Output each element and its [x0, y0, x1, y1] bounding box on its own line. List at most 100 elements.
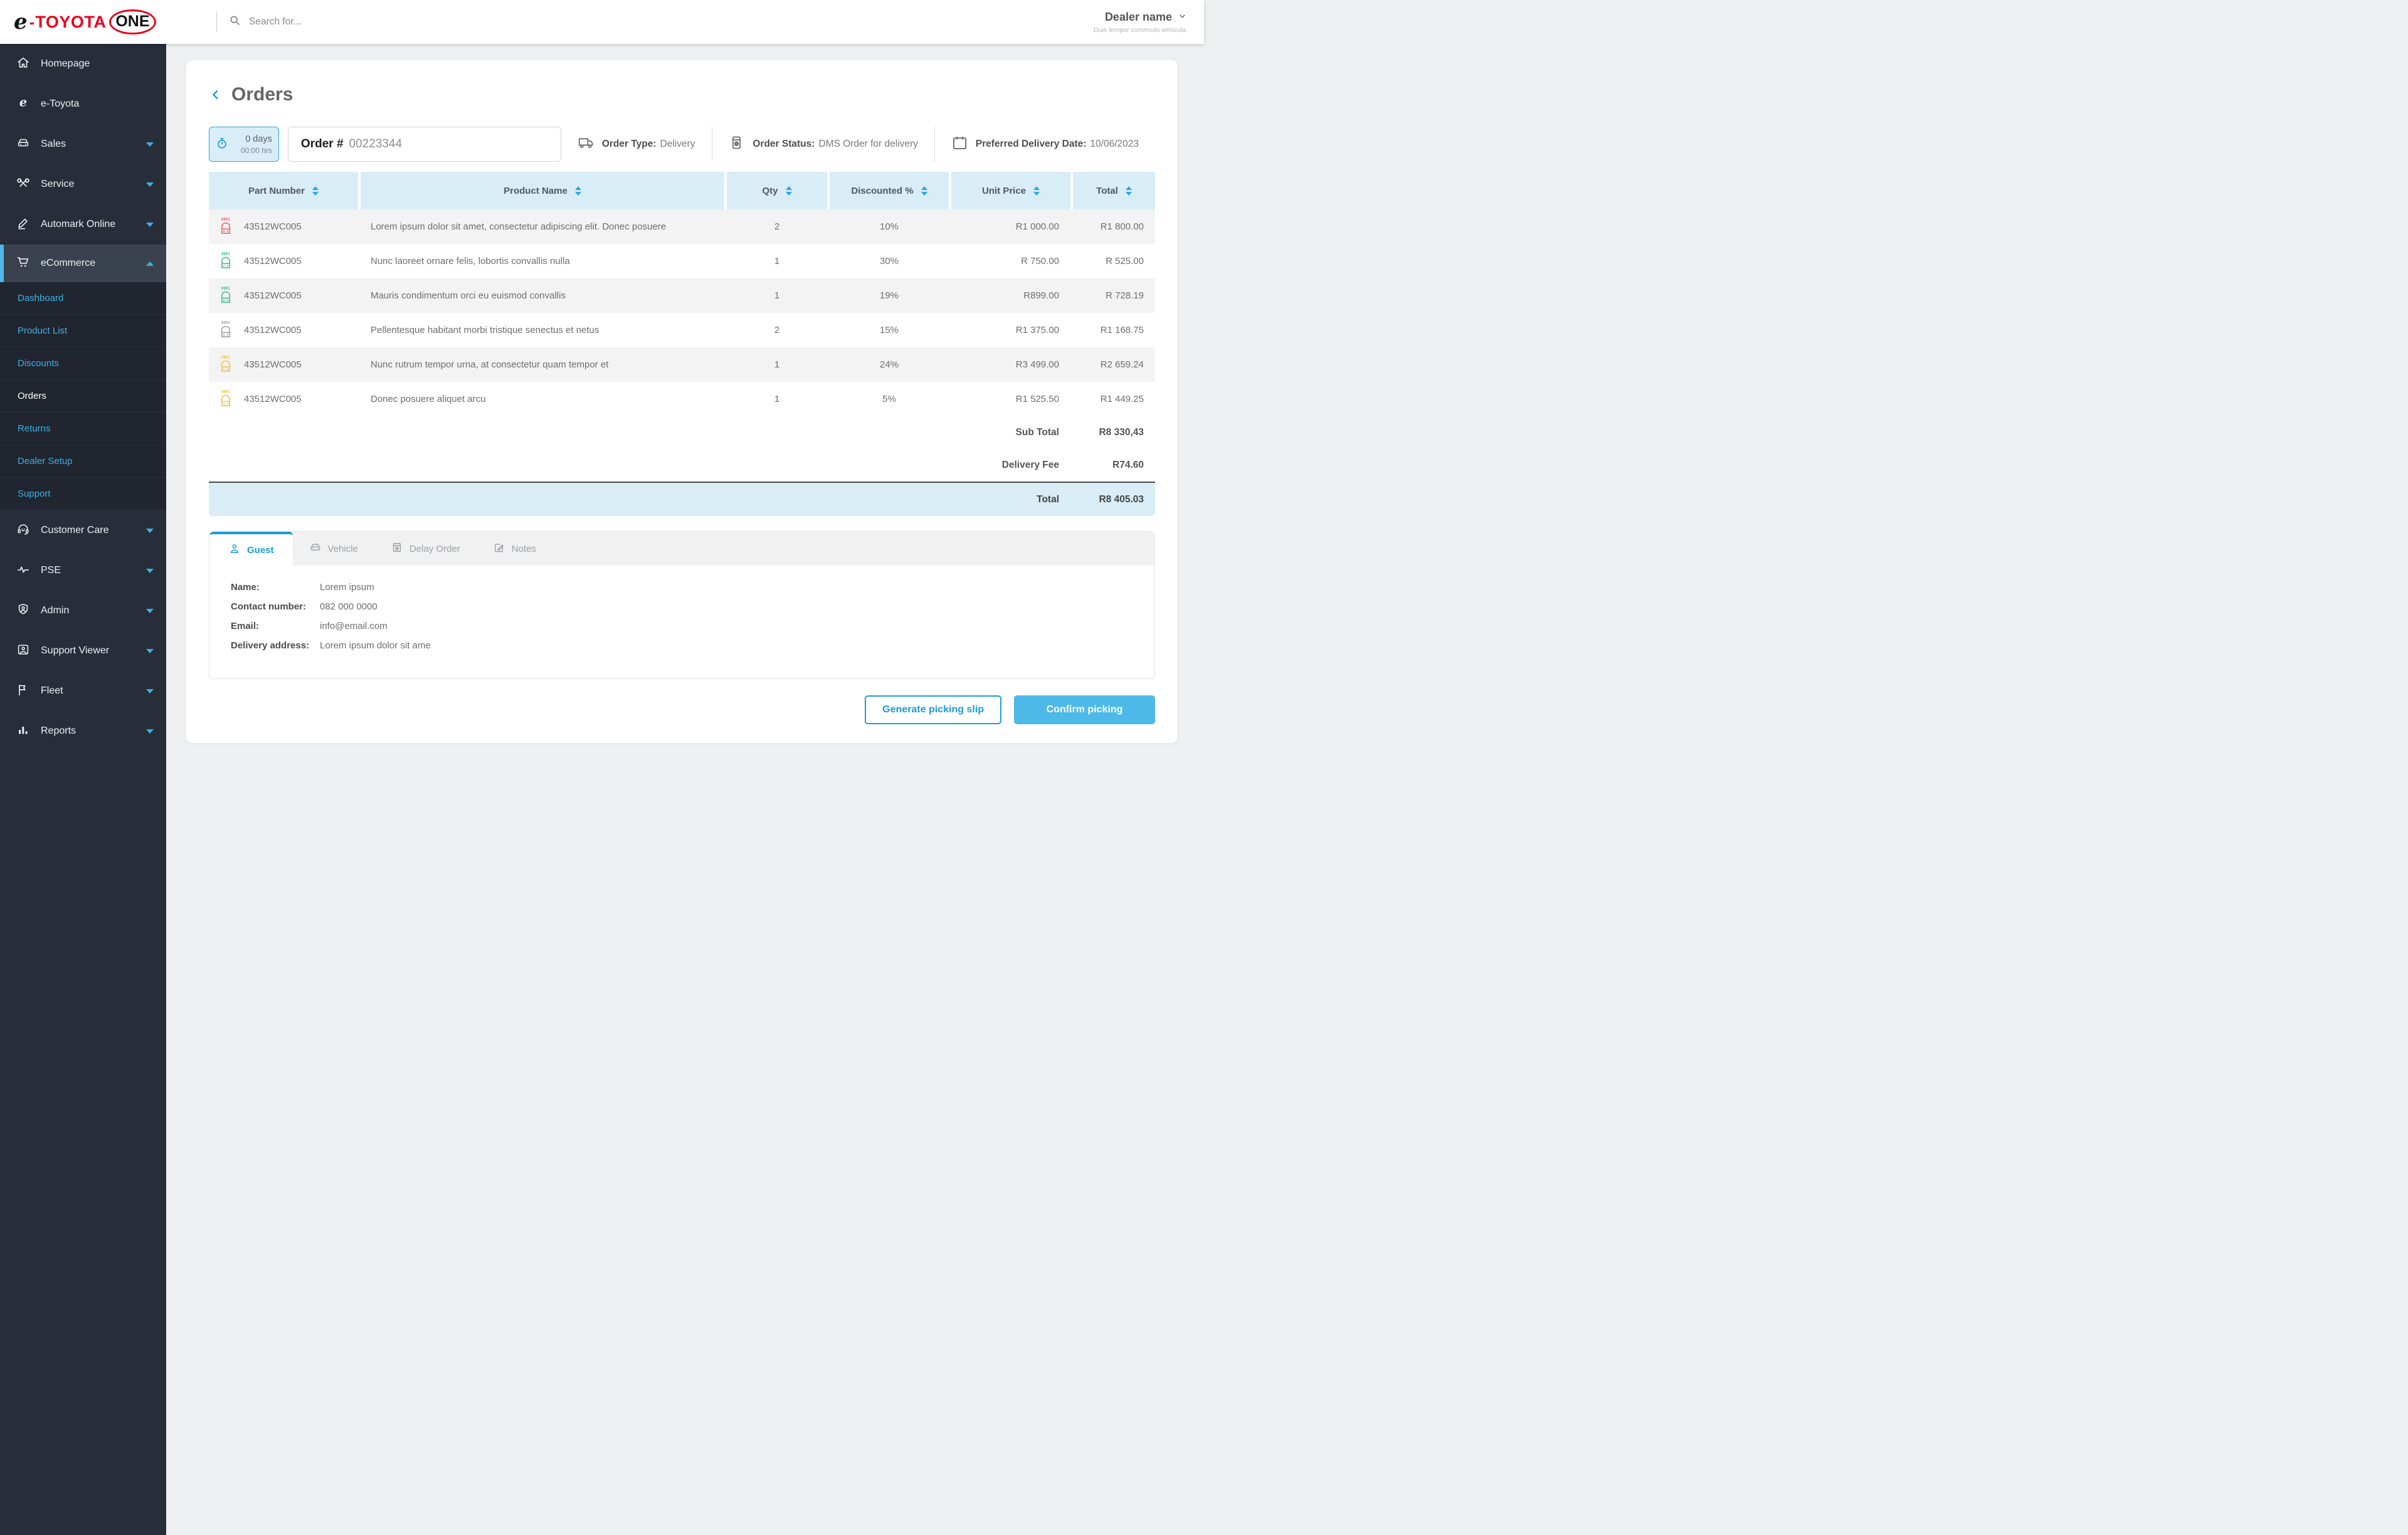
sidebar-item-fleet[interactable]: Fleet	[0, 671, 166, 711]
table-row: 0001 43512WC005 Donec posuere aliquet arcu…	[209, 382, 1155, 416]
info-divider	[934, 127, 935, 162]
column-header-qty[interactable]: Qty	[727, 172, 827, 209]
sidebar-item-label: e-Toyota	[41, 98, 80, 109]
search-bar[interactable]	[228, 14, 437, 30]
column-header-label: Total	[1096, 185, 1118, 196]
tab-guest[interactable]: Guest	[209, 532, 293, 566]
order-type-label: Order Type:	[601, 139, 657, 149]
guest-field-row: Email: info@email.com	[231, 621, 1133, 631]
column-header-total[interactable]: Total	[1073, 172, 1155, 209]
svg-text:0001: 0001	[221, 287, 230, 290]
sidebar-subitem-dashboard[interactable]: Dashboard	[0, 282, 166, 315]
sidebar-subitem-product-list[interactable]: Product List	[0, 315, 166, 347]
timer-hours: 00:00 hrs	[240, 145, 272, 155]
search-input[interactable]	[249, 16, 437, 28]
sidebar-item-sales[interactable]: Sales	[0, 124, 166, 164]
sidebar-item-e-toyota[interactable]: e e-Toyota	[0, 84, 166, 124]
sort-icon[interactable]	[312, 186, 319, 196]
sidebar-item-label: Fleet	[41, 685, 63, 696]
sidebar-item-pse[interactable]: PSE	[0, 551, 166, 591]
sidebar-item-homepage[interactable]: Homepage	[0, 44, 166, 84]
tab-delay-order[interactable]: Delay Order	[374, 532, 477, 566]
sort-down-arrow	[574, 191, 581, 196]
preferred-delivery-date: Preferred Delivery Date: 10/06/2023	[935, 127, 1155, 162]
column-header-discounted[interactable]: Discounted %	[830, 172, 949, 209]
sidebar-item-service[interactable]: Service	[0, 164, 166, 204]
sidebar-subitem-discounts[interactable]: Discounts	[0, 347, 166, 380]
total-row: Total R8 405.03	[209, 482, 1155, 516]
sidebar-subitem-orders[interactable]: Orders	[0, 380, 166, 413]
vehicle-status-icon: 0001	[218, 320, 233, 340]
product-name-cell: Donec posuere aliquet arcu	[371, 394, 486, 404]
logo-dash: -	[29, 12, 35, 31]
sidebar-item-label: Reports	[41, 725, 77, 736]
order-status-label: Order Status:	[752, 139, 815, 149]
sidebar-subitem-label: Dealer Setup	[18, 456, 73, 467]
sidebar-item-support-viewer[interactable]: Support Viewer	[0, 631, 166, 671]
guest-field-row: Delivery address: Lorem ipsum dolor sit a…	[231, 640, 1133, 651]
logo-e: e	[14, 9, 28, 34]
svg-text:0001: 0001	[221, 218, 230, 221]
e-icon: e	[16, 95, 30, 113]
sort-down-arrow	[312, 191, 319, 196]
product-name-cell: Lorem ipsum dolor sit amet, consectetur …	[371, 221, 667, 232]
sidebar-item-customer-care[interactable]: Customer Care	[0, 510, 166, 551]
discount-cell: 19%	[879, 290, 899, 301]
sidebar-subitem-label: Support	[18, 488, 51, 499]
sort-icon[interactable]	[785, 186, 792, 196]
subtotal-label: Sub Total	[1015, 427, 1059, 438]
order-timer: 0 days 00:00 hrs	[209, 127, 279, 162]
action-buttons: Generate picking slip Confirm picking	[209, 695, 1155, 724]
generate-picking-slip-button[interactable]: Generate picking slip	[865, 695, 1001, 724]
dealer-menu[interactable]: Dealer name Duis tempor commodo vehicula…	[1094, 11, 1204, 34]
sidebar-subitem-dealer-setup[interactable]: Dealer Setup	[0, 445, 166, 478]
svg-text:0001: 0001	[221, 356, 230, 359]
page-title: Orders	[231, 84, 293, 105]
column-header-product-name[interactable]: Product Name	[361, 172, 724, 209]
sort-icon[interactable]	[1033, 186, 1040, 196]
delivery-fee-label: Delivery Fee	[1001, 460, 1059, 470]
sort-icon[interactable]	[921, 186, 927, 196]
sidebar-subitem-support[interactable]: Support	[0, 478, 166, 510]
sidebar-item-automark-online[interactable]: Automark Online	[0, 204, 166, 245]
sidebar-item-label: Admin	[41, 605, 70, 616]
qty-cell: 2	[774, 221, 780, 232]
chevron-down-icon	[146, 142, 154, 147]
guest-field-label: Email:	[231, 621, 260, 631]
sidebar-item-ecommerce[interactable]: eCommerce	[0, 245, 166, 282]
unit-price-cell: R1 375.00	[1015, 325, 1059, 335]
sort-icon[interactable]	[1125, 186, 1132, 196]
qty-cell: 1	[774, 290, 780, 301]
sidebar-nav: Homepage e e-Toyota Sales Service Automark On…	[0, 44, 166, 1535]
sidebar-item-label: Sales	[41, 139, 66, 149]
chevron-up-icon	[146, 261, 154, 266]
column-header-part-number[interactable]: Part Number	[209, 172, 358, 209]
column-header-unit-price[interactable]: Unit Price	[951, 172, 1070, 209]
sidebar-item-reports[interactable]: Reports	[0, 711, 166, 751]
part-number-cell: 0001 43512WC005	[209, 320, 358, 340]
confirm-picking-button[interactable]: Confirm picking	[1014, 695, 1155, 724]
order-number-field[interactable]: Order # 00223344	[287, 127, 561, 162]
part-number-value: 43512WC005	[244, 325, 302, 335]
unit-price-cell: R1 000.00	[1015, 221, 1059, 232]
vehicle-status-icon: 0001	[218, 389, 233, 409]
part-number-cell: 0001 43512WC005	[209, 354, 358, 375]
vehicle-status-icon: 0001	[218, 285, 233, 306]
sidebar-item-admin[interactable]: Admin	[0, 591, 166, 631]
order-type-value: Delivery	[660, 139, 695, 149]
logo-toyota: TOYOTA	[35, 12, 107, 31]
sort-down-arrow	[921, 191, 927, 196]
sort-up-arrow	[921, 186, 927, 190]
tab-vehicle[interactable]: Vehicle	[293, 532, 374, 566]
guest-field-label: Contact number:	[231, 601, 306, 612]
tab-notes[interactable]: Notes	[477, 532, 552, 566]
guest-field-value: Lorem ipsum	[320, 582, 374, 593]
sort-icon[interactable]	[574, 186, 581, 196]
vehicle-status-icon: 0001	[218, 251, 233, 272]
sidebar-subitem-label: Returns	[18, 423, 51, 434]
qty-cell: 1	[774, 394, 780, 404]
sidebar-subitem-returns[interactable]: Returns	[0, 413, 166, 445]
bar-chart-icon	[16, 723, 30, 740]
back-icon[interactable]	[209, 88, 223, 102]
